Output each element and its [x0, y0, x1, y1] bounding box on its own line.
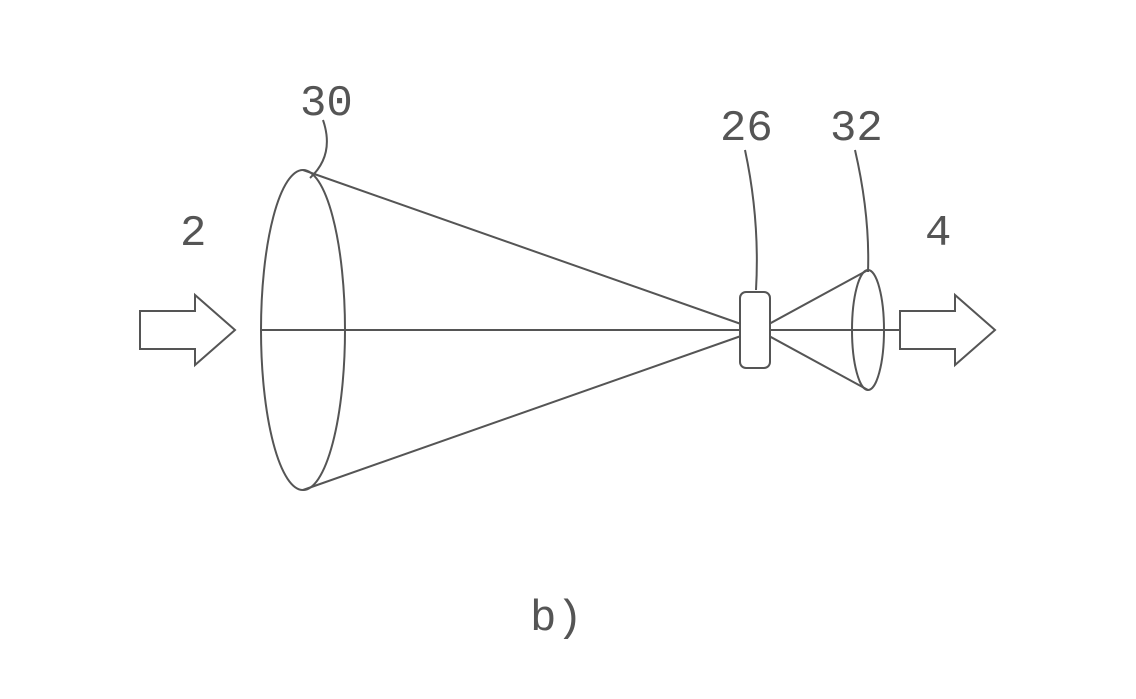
ray-lower-converge — [303, 330, 758, 490]
beam-in-arrow — [140, 295, 235, 365]
beam-out-arrow — [900, 295, 995, 365]
nonlinear-crystal — [740, 292, 770, 368]
label-30: 30 — [300, 79, 353, 129]
label-subfigure: b) — [530, 594, 583, 644]
label-2: 2 — [180, 209, 206, 259]
leader-lens2 — [855, 150, 868, 272]
label-26: 26 — [720, 104, 773, 154]
ray-upper-converge — [303, 170, 758, 330]
leader-crystal — [745, 150, 757, 290]
label-4: 4 — [925, 209, 951, 259]
label-32: 32 — [830, 104, 883, 154]
